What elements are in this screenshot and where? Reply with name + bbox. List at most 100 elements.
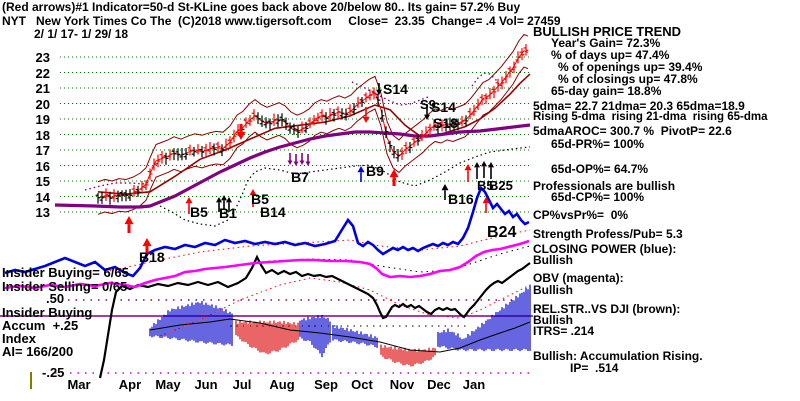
ai-histogram-bar xyxy=(338,328,340,342)
ai-histogram-bar xyxy=(447,328,449,350)
ai-histogram-bar xyxy=(213,307,215,345)
ai-histogram-bar xyxy=(384,345,386,359)
y-axis-label: 18 xyxy=(35,127,50,143)
ai-histogram-bar xyxy=(251,323,253,348)
signal-label-b25: B25 xyxy=(489,178,513,193)
ai-histogram-bar xyxy=(416,351,418,363)
ai-histogram-bar xyxy=(445,332,447,348)
ai-histogram-bar xyxy=(177,306,179,341)
ai-histogram-bar xyxy=(449,331,451,349)
ai-histogram-bar xyxy=(249,320,251,348)
month-label-apr: Apr xyxy=(118,377,142,392)
month-label-aug: Aug xyxy=(269,377,295,392)
signal-label-b7: B7 xyxy=(291,169,309,185)
ai-histogram-bar xyxy=(267,322,269,355)
ai-histogram-bar xyxy=(275,322,277,352)
ai-histogram-bar xyxy=(321,314,323,358)
ai-histogram-bar xyxy=(231,313,233,346)
ai-histogram-bar xyxy=(199,303,201,342)
right-panel-line-4: % of closings up= 47.8% xyxy=(558,72,698,86)
ai-histogram-bar xyxy=(305,320,307,342)
buy-arrow-icon xyxy=(142,238,152,255)
ai-histogram-bar xyxy=(283,320,285,348)
relative-strength-line xyxy=(98,254,531,379)
right-panel-line-11: Professionals are bullish xyxy=(533,179,676,193)
ai-histogram-bar xyxy=(183,306,185,339)
ai-histogram-bar xyxy=(243,322,245,342)
ai-histogram-bar xyxy=(467,333,469,351)
ai-histogram-bar xyxy=(336,325,338,340)
ai-histogram-bar xyxy=(443,329,445,347)
ai-histogram-bar xyxy=(412,350,414,367)
ai-histogram-bar xyxy=(523,291,525,349)
ai-histogram-bar xyxy=(342,328,344,341)
ai-histogram-bar xyxy=(241,322,243,342)
ai-histogram-bar xyxy=(311,317,313,345)
header-indicator-line: (Red arrows)#1 Indicator=50-d St-KLine g… xyxy=(2,0,521,14)
ai-histogram-bar xyxy=(289,323,291,344)
ai-histogram-bar xyxy=(360,331,362,344)
right-panel-line-15: CLOSING POWER (blue): xyxy=(533,242,677,256)
right-panel-line-14: Strength Profess/Pub= 5.3 xyxy=(533,227,683,241)
ai-histogram-bar xyxy=(453,332,455,349)
ai-histogram-bar xyxy=(519,293,521,352)
ai-histogram-bar xyxy=(225,309,227,345)
ai-histogram-bar xyxy=(149,328,151,337)
ai-histogram-bar xyxy=(503,308,505,351)
right-panel-line-7: Rising 5-dma rising 21-dma rising 65-dma xyxy=(533,111,768,123)
ai-histogram-bar xyxy=(501,307,503,352)
ai-histogram-bar xyxy=(475,329,477,351)
right-panel-line-19: REL.STR..VS DJI (brown): xyxy=(533,302,681,316)
ai-histogram-bar xyxy=(525,287,527,350)
ai-histogram-bar xyxy=(432,347,434,358)
ai-histogram-bar xyxy=(185,305,187,341)
ai-histogram-bar xyxy=(511,299,513,351)
ai-histogram-bar xyxy=(473,331,475,351)
buy-arrow-icon xyxy=(481,161,487,178)
ai-histogram-bar xyxy=(259,320,261,353)
ai-histogram-bar xyxy=(493,316,495,351)
signal-label-s14: S14 xyxy=(383,81,408,97)
sell-arrow-icon xyxy=(424,104,430,120)
ai-histogram-bar xyxy=(388,347,390,359)
left-panel-label-6: AI= 166/200 xyxy=(2,344,74,359)
sell-arrow-icon xyxy=(293,154,299,166)
ai-histogram-bar xyxy=(364,333,366,344)
ai-histogram-bar xyxy=(187,304,189,342)
ai-histogram-bar xyxy=(291,324,293,343)
month-label-may: May xyxy=(155,377,181,392)
sell-arrow-icon xyxy=(287,153,293,165)
buy-arrow-icon xyxy=(124,216,134,233)
ai-histogram-bar xyxy=(481,322,483,351)
buy-arrow-icon xyxy=(357,166,365,182)
ai-histogram-bar xyxy=(247,323,249,345)
y-axis-label: 17 xyxy=(35,143,50,158)
ai-histogram-bar xyxy=(420,350,422,365)
left-panel-label-7: -.25 xyxy=(42,365,65,380)
ai-histogram-bar xyxy=(315,318,317,349)
ai-histogram-bar xyxy=(396,349,398,363)
header-ticker-line: NYT New York Times Co The (C)2018 www.ti… xyxy=(2,14,561,28)
right-panel-line-6: 5dma= 22.7 21dma= 20.3 65dma=18.9 xyxy=(533,99,745,113)
ai-histogram-bar xyxy=(219,307,221,343)
obv-line xyxy=(4,239,530,290)
signal-label-s14: S14 xyxy=(431,99,456,115)
upper-dotted-band-line xyxy=(471,72,501,87)
ai-histogram-bar xyxy=(301,319,303,339)
ai-histogram-bar xyxy=(340,327,342,343)
y-axis-label: 13 xyxy=(35,205,50,220)
ai-histogram-bar xyxy=(479,327,481,349)
signal-label-b5: B5 xyxy=(477,178,494,193)
right-panel-line-22: Bullish: Accumulation Rising. xyxy=(533,349,703,363)
y-axis-label: 16 xyxy=(35,158,50,174)
signal-label-b14: B14 xyxy=(260,204,286,220)
y-axis-label: 22 xyxy=(35,65,50,81)
right-panel-line-8: 5dmaAROC= 300.7 % PivotP= 22.6 xyxy=(533,124,732,138)
ai-histogram-bar xyxy=(441,332,443,347)
ai-histogram-bar xyxy=(279,321,281,350)
ai-histogram-bar xyxy=(350,329,352,343)
signal-label-s9: S9 xyxy=(420,97,436,112)
ai-histogram-bar xyxy=(155,324,157,336)
